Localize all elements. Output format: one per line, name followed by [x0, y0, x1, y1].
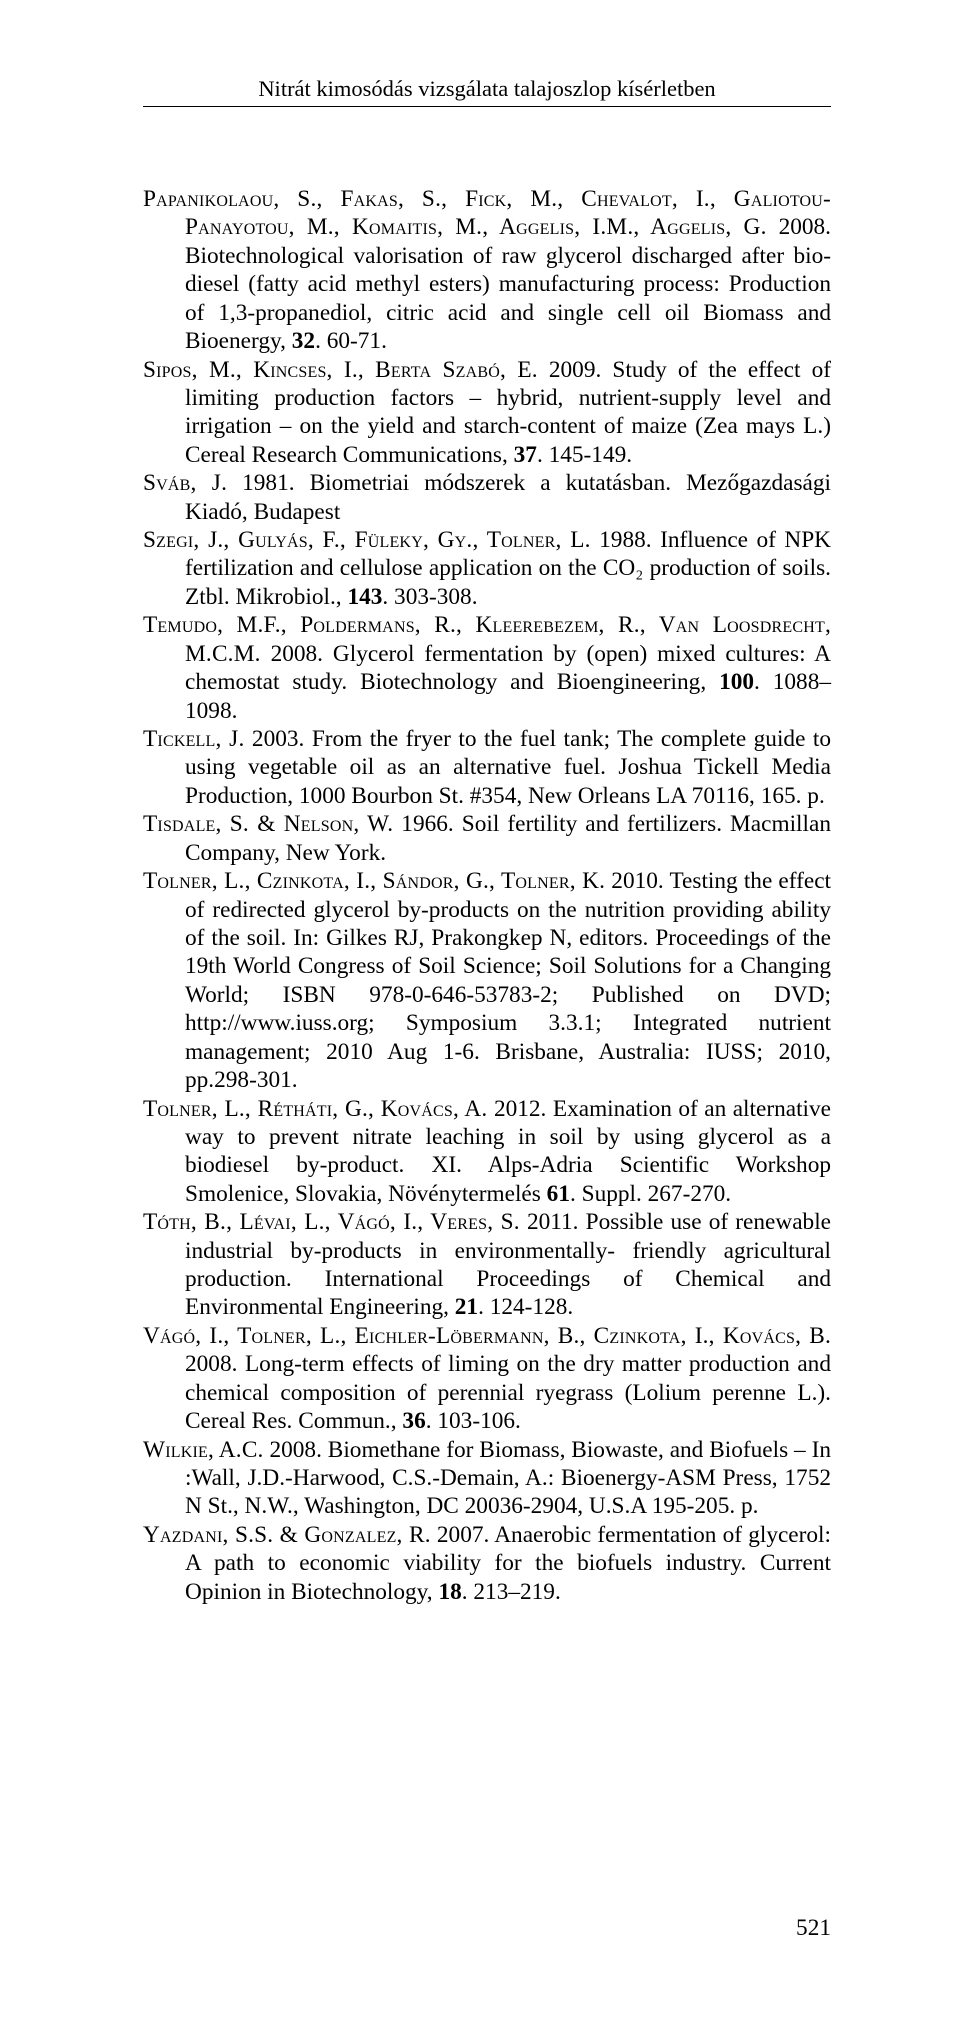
reference-authors: Vágó, I., Tolner, L., Eichler-Löbermann,… — [143, 1323, 831, 1349]
reference-authors: Tolner, L., Czinkota, I., Sándor, G., To… — [143, 868, 605, 894]
reference-entry: Sipos, M., Kincses, I., Berta Szabó, E. … — [143, 356, 831, 470]
reference-year: 2008. — [767, 214, 831, 240]
reference-year: 2007. — [431, 1522, 494, 1548]
reference-volume: 18 — [438, 1579, 461, 1605]
page-number: 521 — [796, 1915, 831, 1942]
reference-year: 2008. — [261, 641, 333, 667]
reference-entry: Temudo, M.F., Poldermans, R., Kleerebeze… — [143, 611, 831, 725]
reference-tail: . Suppl. 267-270. — [570, 1181, 731, 1207]
reference-volume: 32 — [292, 328, 315, 354]
reference-year: 2012. — [487, 1096, 552, 1122]
reference-authors: Tickell, J. — [143, 726, 244, 752]
reference-tail: . 213–219. — [462, 1579, 561, 1605]
reference-authors: Sipos, M., Kincses, I., Berta Szabó, E. — [143, 357, 538, 383]
reference-tail: . 124-128. — [478, 1294, 573, 1320]
reference-entry: Szegi, J., Gulyás, F., Füleky, Gy., Toln… — [143, 526, 831, 611]
reference-entry: Yazdani, S.S. & Gonzalez, R. 2007. Anaer… — [143, 1521, 831, 1606]
reference-authors: Tisdale, S. & Nelson, W. — [143, 811, 393, 837]
reference-year: 2009. — [538, 357, 613, 383]
reference-year: 1981. — [227, 470, 310, 496]
reference-body: Biotechnological valorisation of raw gly… — [185, 243, 831, 354]
reference-entry: Sváb, J. 1981. Biometriai módszerek a ku… — [143, 469, 831, 526]
reference-year: 2011. — [520, 1209, 586, 1235]
reference-entry: Papanikolaou, S., Fakas, S., Fick, M., C… — [143, 185, 831, 356]
reference-authors: Papanikolaou, S., Fakas, S., Fick, M., C… — [143, 186, 831, 240]
reference-authors: Tolner, L., Rétháti, G., Kovács, A. — [143, 1096, 487, 1122]
header-rule — [143, 106, 831, 107]
reference-tail: . 60-71. — [315, 328, 387, 354]
reference-year: 2010. — [605, 868, 669, 894]
reference-volume: 36 — [402, 1408, 425, 1434]
references-block: Papanikolaou, S., Fakas, S., Fick, M., C… — [143, 185, 831, 1606]
reference-tail: . 103-106. — [426, 1408, 521, 1434]
reference-authors: Sváb, J. — [143, 470, 227, 496]
reference-year: 1988. — [591, 527, 660, 553]
reference-entry: Tolner, L., Rétháti, G., Kovács, A. 2012… — [143, 1095, 831, 1209]
page-container: Nitrát kimosódás vizsgálata talajoszlop … — [0, 0, 960, 2018]
reference-entry: Tolner, L., Czinkota, I., Sándor, G., To… — [143, 867, 831, 1094]
reference-year: 2008. — [185, 1351, 245, 1377]
reference-year: 2008. — [264, 1437, 328, 1463]
reference-authors: Yazdani, S.S. & Gonzalez, R. — [143, 1522, 431, 1548]
reference-volume: 100 — [719, 669, 754, 695]
reference-body: Testing the effect of redirected glycero… — [185, 868, 831, 1093]
reference-volume: 61 — [547, 1181, 570, 1207]
reference-tail: . 145-149. — [537, 442, 632, 468]
reference-entry: Wilkie, A.C. 2008. Biomethane for Biomas… — [143, 1436, 831, 1521]
reference-entry: Tisdale, S. & Nelson, W. 1966. Soil fert… — [143, 810, 831, 867]
reference-entry: Tickell, J. 2003. From the fryer to the … — [143, 725, 831, 810]
reference-year: 2003. — [244, 726, 311, 752]
reference-authors: Tóth, B., Lévai, L., Vágó, I., Veres, S. — [143, 1209, 520, 1235]
reference-authors: Szegi, J., Gulyás, F., Füleky, Gy., Toln… — [143, 527, 591, 553]
reference-volume: 143 — [347, 584, 382, 610]
reference-volume: 21 — [455, 1294, 478, 1320]
reference-entry: Tóth, B., Lévai, L., Vágó, I., Veres, S.… — [143, 1208, 831, 1322]
reference-volume: 37 — [514, 442, 537, 468]
reference-tail: . 303-308. — [382, 584, 477, 610]
reference-year: 1966. — [393, 811, 462, 837]
reference-entry: Vágó, I., Tolner, L., Eichler-Löbermann,… — [143, 1322, 831, 1436]
reference-authors: Wilkie, A.C. — [143, 1437, 264, 1463]
running-head: Nitrát kimosódás vizsgálata talajoszlop … — [143, 76, 831, 102]
